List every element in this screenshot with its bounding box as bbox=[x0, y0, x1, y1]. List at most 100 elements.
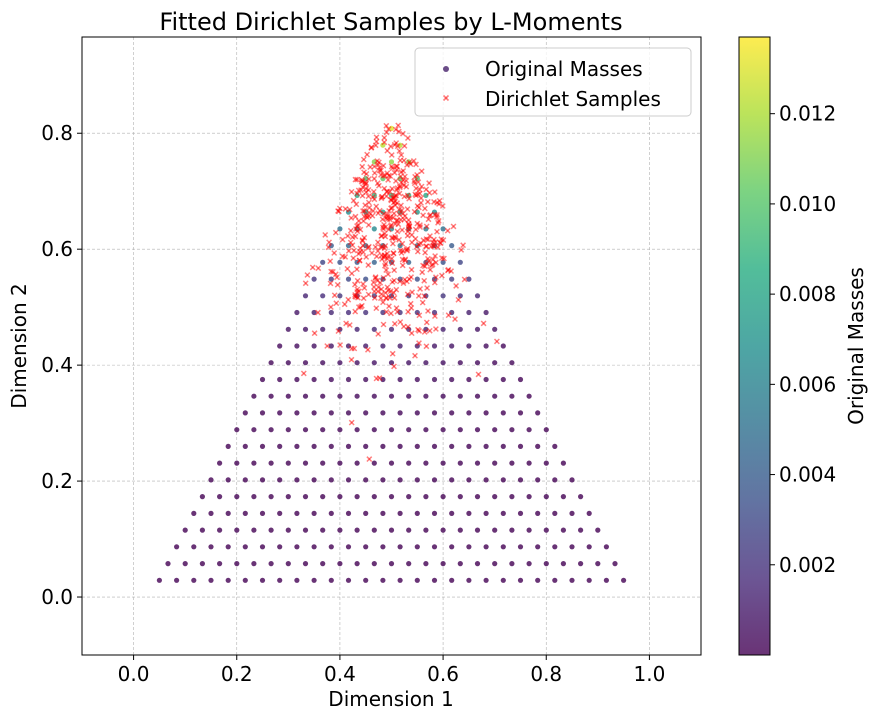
dirichlet-sample-point bbox=[438, 236, 445, 243]
dirichlet-sample-point bbox=[373, 253, 380, 260]
original-mass-point bbox=[354, 393, 360, 399]
original-mass-point bbox=[483, 544, 489, 550]
original-mass-point bbox=[586, 510, 592, 516]
dirichlet-sample-point bbox=[360, 249, 367, 256]
dirichlet-sample-point bbox=[360, 156, 367, 163]
dirichlet-sample-point bbox=[429, 261, 436, 268]
original-mass-point bbox=[457, 494, 463, 500]
colorbar-tick-label: 0.010 bbox=[779, 192, 836, 216]
original-mass-point bbox=[457, 561, 463, 567]
original-mass-point bbox=[474, 326, 481, 332]
dirichlet-sample-point bbox=[366, 456, 373, 463]
dirichlet-sample-point bbox=[370, 279, 377, 286]
dirichlet-sample-point bbox=[334, 281, 341, 288]
original-mass-point bbox=[320, 494, 326, 500]
original-mass-point bbox=[603, 544, 610, 550]
grid bbox=[82, 37, 701, 655]
original-mass-point bbox=[474, 293, 481, 299]
y-axis-label: Dimension 2 bbox=[7, 283, 31, 408]
original-mass-point bbox=[569, 510, 575, 516]
original-mass-point bbox=[388, 159, 395, 165]
dirichlet-sample-point bbox=[423, 319, 430, 326]
dirichlet-sample-point bbox=[353, 266, 360, 273]
original-mass-point bbox=[543, 561, 549, 567]
dirichlet-sample-point bbox=[432, 274, 439, 281]
original-mass-point bbox=[311, 343, 317, 349]
dirichlet-sample-point bbox=[373, 375, 380, 382]
original-mass-point bbox=[337, 360, 343, 366]
dirichlet-sample-point bbox=[371, 170, 378, 176]
dirichlet-sample-point bbox=[455, 296, 462, 303]
original-mass-point bbox=[302, 494, 309, 500]
dirichlet-sample-point bbox=[396, 148, 403, 154]
dirichlet-sample-point bbox=[393, 305, 400, 312]
dirichlet-sample-point bbox=[300, 370, 307, 377]
original-mass-point bbox=[234, 561, 240, 567]
original-mass-point bbox=[302, 326, 309, 332]
original-mass-point bbox=[483, 510, 489, 516]
dirichlet-sample-point bbox=[365, 193, 372, 200]
original-mass-point bbox=[182, 527, 188, 533]
dirichlet-sample-point bbox=[354, 277, 361, 284]
dirichlet-sample-point bbox=[411, 180, 418, 187]
dirichlet-sample-point bbox=[391, 267, 398, 274]
dirichlet-sample-point bbox=[384, 211, 391, 218]
original-mass-point bbox=[440, 460, 446, 466]
original-mass-point bbox=[414, 276, 420, 282]
original-mass-point bbox=[535, 443, 541, 449]
original-mass-point bbox=[294, 477, 300, 483]
original-mass-point bbox=[174, 544, 180, 550]
original-mass-point bbox=[337, 259, 343, 265]
dirichlet-sample-point bbox=[327, 304, 334, 311]
original-mass-point bbox=[380, 410, 386, 416]
original-mass-point bbox=[182, 561, 188, 567]
original-mass-point bbox=[440, 527, 446, 533]
original-mass-point bbox=[457, 393, 463, 399]
dirichlet-sample-point bbox=[425, 236, 432, 243]
original-mass-point bbox=[371, 527, 377, 533]
dirichlet-sample-point bbox=[396, 278, 403, 285]
original-mass-point bbox=[535, 410, 541, 416]
original-mass-point bbox=[440, 226, 446, 232]
dirichlet-sample-point bbox=[304, 272, 311, 278]
original-mass-point bbox=[388, 326, 395, 332]
original-mass-point bbox=[251, 527, 257, 533]
original-mass-point bbox=[431, 443, 438, 449]
original-mass-point bbox=[612, 561, 618, 567]
original-mass-point bbox=[500, 410, 506, 416]
dirichlet-sample-point bbox=[342, 253, 349, 260]
original-mass-point bbox=[320, 393, 326, 399]
original-mass-point bbox=[543, 427, 549, 433]
original-mass-point bbox=[380, 577, 386, 583]
original-mass-point bbox=[474, 527, 481, 533]
original-mass-point bbox=[371, 326, 377, 332]
dirichlet-sample-point bbox=[405, 308, 412, 315]
original-mass-point bbox=[251, 427, 257, 433]
dirichlet-sample-point bbox=[350, 197, 357, 204]
original-mass-point bbox=[414, 544, 420, 550]
original-mass-point bbox=[586, 577, 592, 583]
original-mass-point bbox=[457, 460, 463, 466]
dirichlet-sample-point bbox=[385, 271, 392, 278]
dirichlet-sample-point bbox=[432, 239, 439, 245]
dirichlet-sample-point bbox=[396, 190, 403, 197]
original-mass-point bbox=[345, 309, 352, 316]
dirichlet-sample-point bbox=[406, 195, 413, 202]
dirichlet-sample-point bbox=[381, 134, 388, 141]
dirichlet-sample-point bbox=[381, 262, 388, 269]
original-mass-point bbox=[371, 494, 377, 500]
dirichlet-sample-point bbox=[395, 122, 402, 129]
dirichlet-sample-point bbox=[302, 280, 309, 287]
legend-label-dirichlet-samples: Dirichlet Samples bbox=[485, 87, 661, 111]
dirichlet-sample-point bbox=[445, 312, 452, 319]
original-mass-point bbox=[371, 427, 377, 433]
original-mass-point bbox=[466, 577, 472, 583]
original-mass-point bbox=[354, 527, 360, 533]
original-mass-point bbox=[277, 510, 283, 516]
dirichlet-sample-point bbox=[445, 266, 452, 273]
dirichlet-sample-point bbox=[352, 291, 359, 298]
original-mass-point bbox=[311, 577, 317, 583]
original-mass-point bbox=[302, 393, 309, 399]
original-mass-point bbox=[474, 360, 481, 366]
original-mass-point bbox=[337, 494, 343, 500]
